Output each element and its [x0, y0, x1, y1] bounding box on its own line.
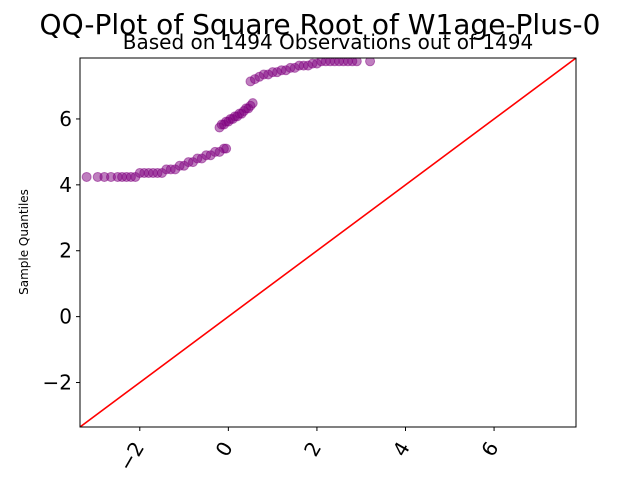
y-axis-label: Sample Quantiles	[17, 189, 31, 295]
chart-subtitle: Based on 1494 Observations out of 1494	[123, 30, 534, 54]
x-tick-label: 6	[476, 438, 503, 461]
y-axis-ticks: −2 0 2 4 6	[43, 107, 80, 395]
x-tick-label: 0	[211, 438, 238, 461]
y-tick-label: 6	[59, 107, 72, 131]
data-point	[365, 58, 376, 67]
data-point	[351, 58, 362, 67]
data-points-layer	[81, 58, 376, 182]
y-tick-label: −2	[43, 371, 72, 395]
plot-frame	[79, 57, 577, 428]
x-tick-label: −2	[114, 438, 150, 476]
chart-title: QQ-Plot of Square Root of W1age-Plus-0	[40, 8, 601, 41]
x-tick-label: 4	[388, 438, 415, 461]
y-tick-label: 0	[59, 305, 72, 329]
data-point	[247, 98, 258, 109]
x-tick-label: 2	[299, 438, 326, 461]
x-axis-ticks: −2 0 2 4 6	[114, 427, 503, 476]
reference-line	[80, 58, 576, 427]
reference-line-layer	[80, 58, 576, 427]
y-tick-label: 4	[59, 173, 72, 197]
data-point	[81, 171, 92, 182]
y-tick-label: 2	[59, 239, 72, 263]
data-point	[221, 143, 232, 154]
